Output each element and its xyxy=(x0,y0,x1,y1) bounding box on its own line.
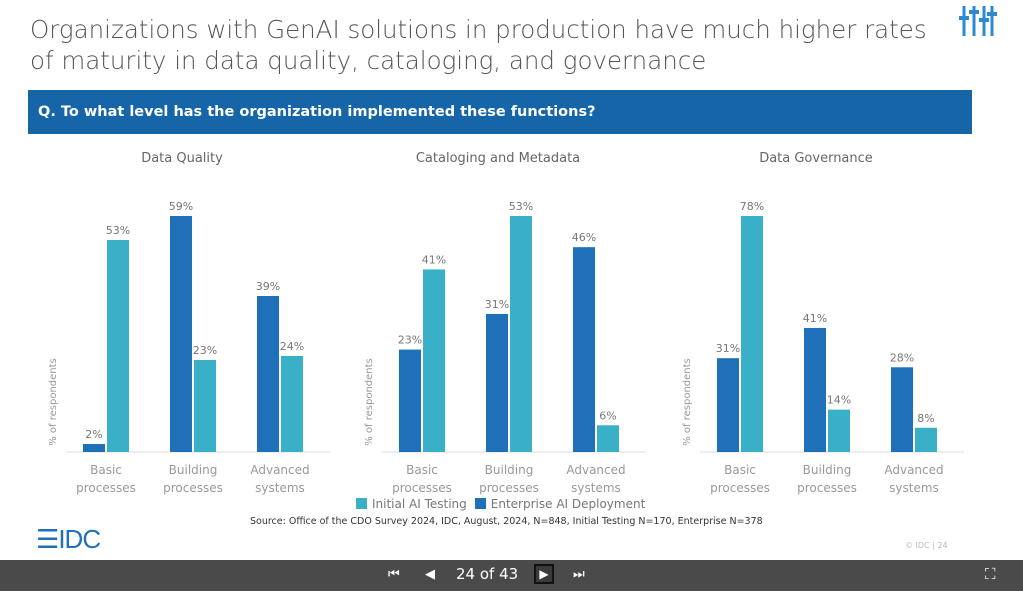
bar xyxy=(257,296,279,452)
category-label: Basic xyxy=(90,463,122,477)
data-label: 41% xyxy=(422,253,446,266)
bar xyxy=(510,216,532,452)
data-label: 53% xyxy=(106,224,130,237)
data-label: 78% xyxy=(740,200,764,213)
category-label: Advanced xyxy=(566,463,625,477)
panel-title: Cataloging and Metadata xyxy=(416,151,580,166)
legend-swatch-initial xyxy=(356,498,367,509)
data-label: 8% xyxy=(917,412,934,425)
bar xyxy=(597,425,619,452)
page-footer: © IDC | 24 xyxy=(905,541,948,550)
question-banner: Q. To what level has the organization im… xyxy=(28,90,972,134)
logo-text: IDC xyxy=(58,524,101,554)
category-label: systems xyxy=(255,481,305,495)
legend-label: Enterprise AI Deployment xyxy=(490,497,646,511)
sliders-icon xyxy=(959,6,997,36)
bar xyxy=(281,356,303,452)
y-axis-label: % of respondents xyxy=(682,358,693,446)
data-label: 46% xyxy=(572,231,596,244)
last-page-icon[interactable]: ⏭ xyxy=(573,567,585,582)
source-note: Source: Office of the CDO Survey 2024, I… xyxy=(250,516,763,527)
data-label: 59% xyxy=(169,200,193,213)
next-icon[interactable]: ▶ xyxy=(534,564,554,584)
slide: Organizations with GenAI solutions in pr… xyxy=(28,6,997,554)
legend-enterprise: Enterprise AI Deployment xyxy=(474,497,646,511)
page-counter: 24 of 43 xyxy=(456,565,519,583)
category-label: Basic xyxy=(724,463,756,477)
idc-logo: ☰IDC xyxy=(36,524,101,554)
bar xyxy=(423,269,445,452)
category-label: processes xyxy=(76,481,136,495)
bar xyxy=(573,247,595,452)
category-label: processes xyxy=(392,481,452,495)
category-label: processes xyxy=(710,481,770,495)
bar xyxy=(486,313,508,452)
bar xyxy=(194,360,216,452)
data-label: 53% xyxy=(509,200,533,213)
data-label: 23% xyxy=(193,344,217,357)
fullscreen-icon[interactable]: ⛶ xyxy=(985,565,996,583)
bar xyxy=(828,409,850,452)
category-label: processes xyxy=(479,481,539,495)
bar xyxy=(170,216,192,452)
data-label: 31% xyxy=(716,342,740,355)
bar xyxy=(741,216,763,452)
data-label: 39% xyxy=(256,280,280,293)
legend-initial: Initial AI Testing xyxy=(356,497,467,511)
y-axis-label: % of respondents xyxy=(48,358,59,446)
data-label: 24% xyxy=(280,340,304,353)
bar xyxy=(83,444,105,452)
category-label: processes xyxy=(163,481,223,495)
category-label: Building xyxy=(803,463,852,477)
category-label: Basic xyxy=(406,463,438,477)
bar xyxy=(804,327,826,452)
bar xyxy=(107,240,129,452)
data-label: 2% xyxy=(85,428,102,441)
category-label: Advanced xyxy=(250,463,309,477)
first-page-icon[interactable]: ⏮ xyxy=(388,567,400,582)
chart: Data Quality % of respondents 2% 53% Basic pr… xyxy=(48,151,964,495)
prev-icon[interactable]: ◀ xyxy=(425,567,435,582)
legend: Initial AI Testing Enterprise AI Deploym… xyxy=(356,497,645,511)
category-label: Building xyxy=(169,463,218,477)
legend-swatch-enterprise xyxy=(474,498,486,509)
category-label: systems xyxy=(889,481,939,495)
category-label: processes xyxy=(797,481,857,495)
data-label: 41% xyxy=(803,312,827,325)
category-label: Building xyxy=(485,463,534,477)
y-axis-label: % of respondents xyxy=(364,358,375,446)
presentation-toolbar: ⏮ ◀ 24 of 43 ▶ ⏭ ⛶ xyxy=(0,560,1023,591)
bar xyxy=(399,349,421,452)
slide-title: Organizations with GenAI solutions in pr… xyxy=(30,15,927,75)
data-label: 23% xyxy=(398,334,422,347)
data-label: 28% xyxy=(890,351,914,364)
data-label: 6% xyxy=(599,409,616,422)
panel-title: Data Governance xyxy=(759,151,873,166)
bar xyxy=(915,427,937,452)
category-label: systems xyxy=(571,481,621,495)
category-label: Advanced xyxy=(884,463,943,477)
bar xyxy=(891,367,913,452)
bar xyxy=(717,358,739,452)
data-label: 14% xyxy=(827,394,851,407)
legend-label: Initial AI Testing xyxy=(372,497,467,511)
data-label: 31% xyxy=(485,298,509,311)
panel-title: Data Quality xyxy=(141,151,223,166)
